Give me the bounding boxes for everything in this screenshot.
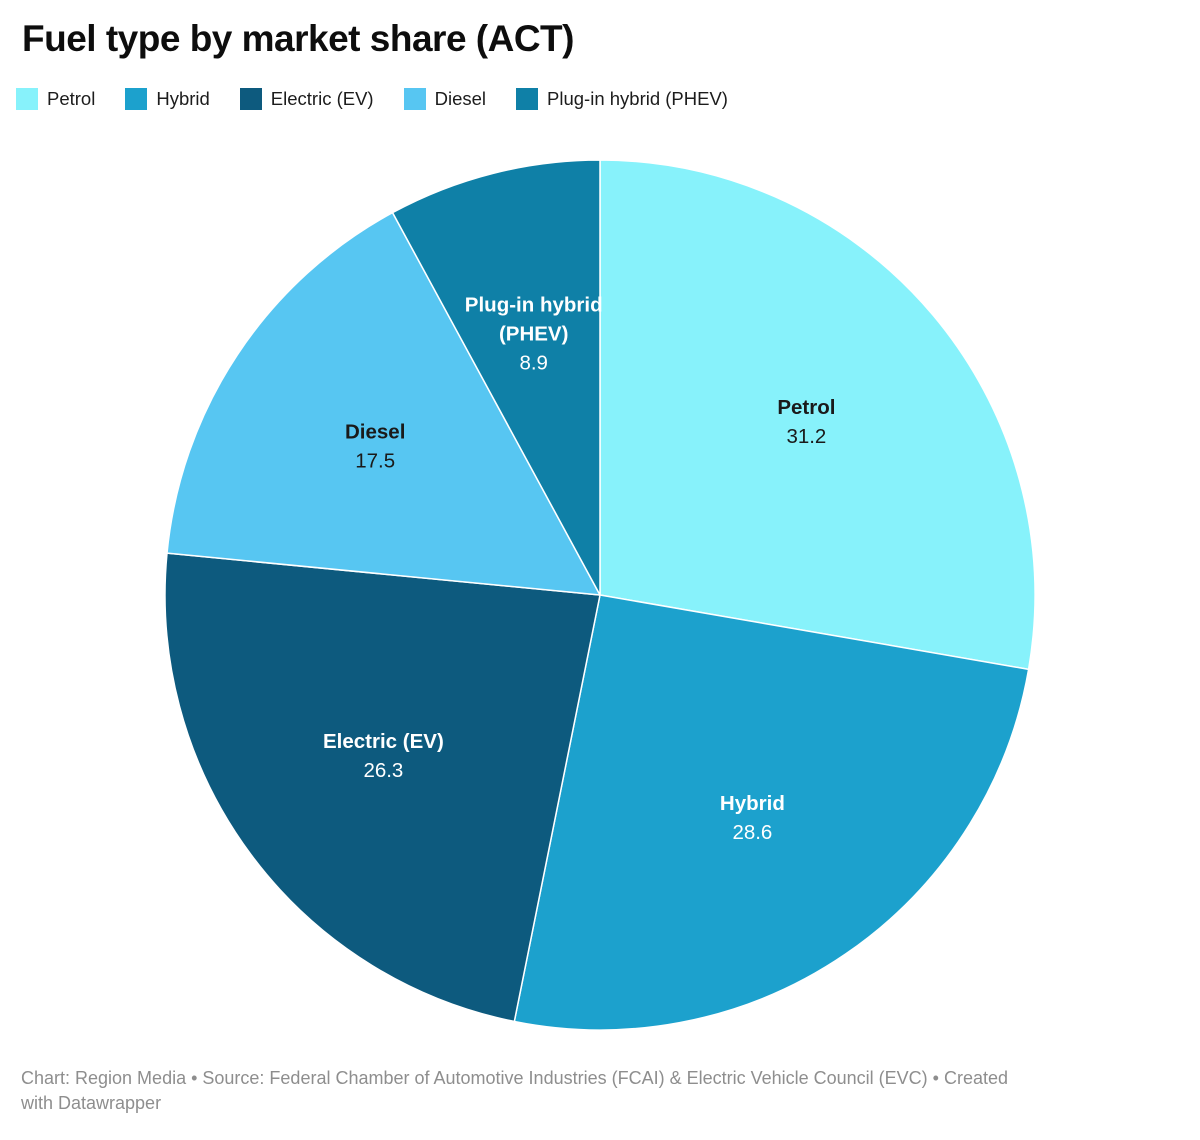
- legend-label: Diesel: [434, 88, 487, 109]
- pie-slice-label-diesel: Diesel 17.5: [345, 421, 405, 473]
- footer-attribution: Chart: Region Media • Source: Federal Ch…: [21, 1066, 1181, 1116]
- footer-line-1: Chart: Region Media • Source: Federal Ch…: [21, 1068, 1009, 1088]
- footer-line-2: with Datawrapper: [21, 1093, 162, 1113]
- legend-swatch-plug-in-hybrid-phev: [516, 88, 539, 110]
- legend-label: Electric (EV): [270, 88, 374, 109]
- legend-label: Hybrid: [156, 88, 210, 109]
- chart-title: Fuel type by market share (ACT): [22, 18, 574, 59]
- pie-slice-label-electric-ev: Electric (EV) 26.3: [323, 730, 444, 782]
- legend-swatch-hybrid: [125, 88, 148, 110]
- legend-label: Petrol: [47, 88, 96, 109]
- pie-slice-plug-in-hybrid-phev[interactable]: [391, 159, 601, 596]
- pie-slice-diesel[interactable]: [166, 211, 601, 596]
- pie-slice-label-plug-in-hybrid-phev: Plug-in hybrid (PHEV) 8.9: [465, 294, 603, 375]
- legend-item-electric-ev: Electric (EV): [239, 88, 374, 110]
- legend-label: Plug-in hybrid (PHEV): [547, 88, 728, 109]
- legend-swatch-diesel: [403, 88, 426, 110]
- legend: Petrol Hybrid Electric (EV) Diesel Plug-in h…: [16, 88, 728, 110]
- pie-slice-label-petrol: Petrol 31.2: [777, 396, 835, 448]
- pie-slice-hybrid[interactable]: [513, 594, 1030, 1031]
- legend-item-hybrid: Hybrid: [125, 88, 210, 110]
- legend-item-plug-in-hybrid-phev: Plug-in hybrid (PHEV): [516, 88, 728, 110]
- legend-swatch-petrol: [16, 88, 38, 110]
- pie-slice-petrol[interactable]: [599, 159, 1036, 671]
- legend-swatch-electric-ev: [239, 88, 262, 110]
- pie-slice-label-hybrid: Hybrid 28.6: [720, 792, 785, 844]
- pie-slice-electric-ev[interactable]: [164, 552, 601, 1023]
- legend-item-petrol: Petrol: [16, 88, 95, 110]
- legend-item-diesel: Diesel: [403, 88, 487, 110]
